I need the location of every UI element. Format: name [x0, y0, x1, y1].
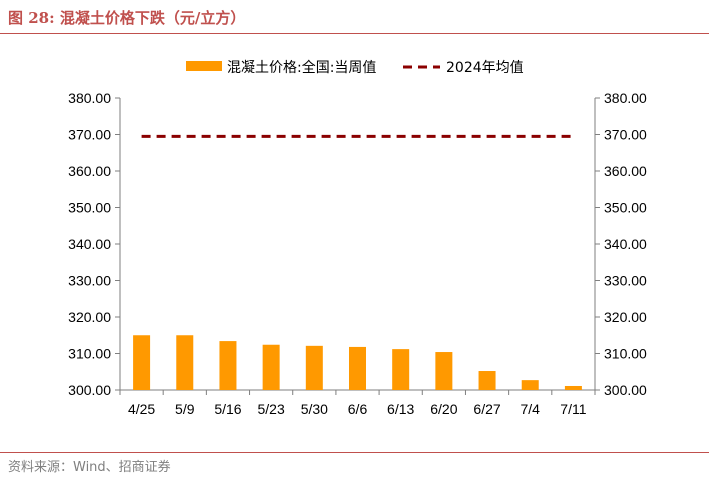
bar: [435, 352, 453, 390]
y-tick-label-left: 300.00: [68, 382, 111, 398]
legend-label-bars: 混凝土价格:全国:当周值: [227, 59, 376, 76]
y-tick-label-left: 350.00: [68, 200, 111, 216]
source-note: 资料来源：Wind、招商证券: [8, 460, 171, 475]
bar-series: [133, 335, 582, 390]
y-tick-label-left: 320.00: [68, 309, 111, 325]
x-tick-label: 6/27: [473, 401, 500, 417]
legend: 混凝土价格:全国:当周值 2024年均值: [186, 59, 524, 76]
x-tick-label: 6/6: [348, 401, 368, 417]
x-tick-label: 5/23: [258, 401, 285, 417]
x-tick-label: 7/11: [560, 401, 586, 417]
x-tick-label: 5/16: [214, 401, 241, 417]
bar: [392, 349, 410, 390]
bar: [564, 385, 582, 390]
y-tick-label-right: 370.00: [604, 127, 647, 143]
title-divider: [0, 33, 709, 34]
y-tick-label-right: 340.00: [604, 236, 647, 252]
bar: [262, 344, 280, 390]
axes: 300.00 300.00 310.00 310.00 320.00 320.00 330.…: [68, 90, 647, 417]
y-tick-label-right: 330.00: [604, 273, 647, 289]
y-tick-label-left: 340.00: [68, 236, 111, 252]
y-tick-label-left: 330.00: [68, 273, 111, 289]
bar: [133, 335, 151, 390]
x-tick-label: 7/4: [520, 401, 540, 417]
y-tick-label-right: 380.00: [604, 90, 647, 106]
legend-swatch-bars: [186, 61, 222, 71]
bar: [478, 371, 496, 390]
y-tick-label-left: 360.00: [68, 163, 111, 179]
bar: [349, 346, 366, 390]
x-tick-label: 4/25: [128, 401, 155, 417]
x-tick-label: 5/9: [175, 401, 195, 417]
legend-label-line: 2024年均值: [446, 60, 524, 76]
source-divider: [0, 452, 709, 453]
y-tick-label-right: 310.00: [604, 346, 647, 362]
bar: [219, 341, 237, 390]
x-tick-label: 6/20: [430, 401, 457, 417]
y-tick-label-right: 360.00: [604, 163, 647, 179]
bar: [305, 345, 323, 390]
y-tick-label-right: 320.00: [604, 309, 647, 325]
x-tick-label: 6/13: [387, 401, 414, 417]
y-tick-label-left: 370.00: [68, 127, 111, 143]
figure-title: 图 28: 混凝土价格下跌（元/立方）: [8, 9, 246, 27]
bar: [521, 380, 539, 390]
bar: [176, 335, 194, 390]
y-tick-label-left: 310.00: [68, 346, 111, 362]
y-tick-label-right: 350.00: [604, 200, 647, 216]
y-tick-label-right: 300.00: [604, 382, 647, 398]
y-tick-label-left: 380.00: [68, 90, 111, 106]
x-tick-label: 5/30: [301, 401, 328, 417]
